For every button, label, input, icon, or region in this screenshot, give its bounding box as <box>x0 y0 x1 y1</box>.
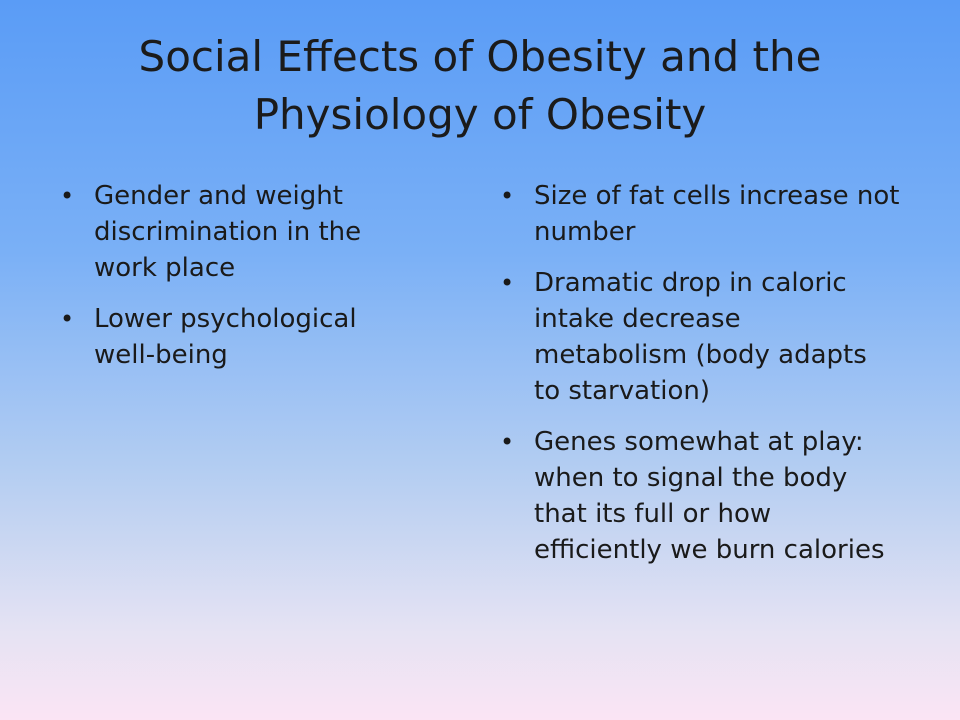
list-item-text: Size of fat cells increase not number <box>534 181 900 247</box>
list-item-text: Genes somewhat at play: when to signal t… <box>534 427 885 565</box>
right-bullet-list: • Size of fat cells increase not number … <box>500 178 900 583</box>
slide-title: Social Effects of Obesity and the Physio… <box>60 28 900 144</box>
list-item: • Lower psychological well-being <box>60 301 410 373</box>
list-item-text: Gender and weight discrimination in the … <box>94 181 362 283</box>
list-item: • Genes somewhat at play: when to signal… <box>500 424 900 568</box>
bullet-icon: • <box>60 305 75 333</box>
bullet-icon: • <box>500 428 515 456</box>
bullet-icon: • <box>500 182 515 210</box>
list-item-text: Dramatic drop in caloric intake decrease… <box>534 268 867 406</box>
list-item: • Gender and weight discrimination in th… <box>60 178 410 286</box>
title-line-1: Social Effects of Obesity and the <box>138 32 822 81</box>
bullet-icon: • <box>500 269 515 297</box>
title-line-2: Physiology of Obesity <box>253 90 707 139</box>
bullet-icon: • <box>60 182 75 210</box>
list-item-text: Lower psychological well-being <box>94 304 357 370</box>
list-item: • Dramatic drop in caloric intake decrea… <box>500 265 900 409</box>
list-item: • Size of fat cells increase not number <box>500 178 900 250</box>
left-bullet-list: • Gender and weight discrimination in th… <box>60 178 410 388</box>
